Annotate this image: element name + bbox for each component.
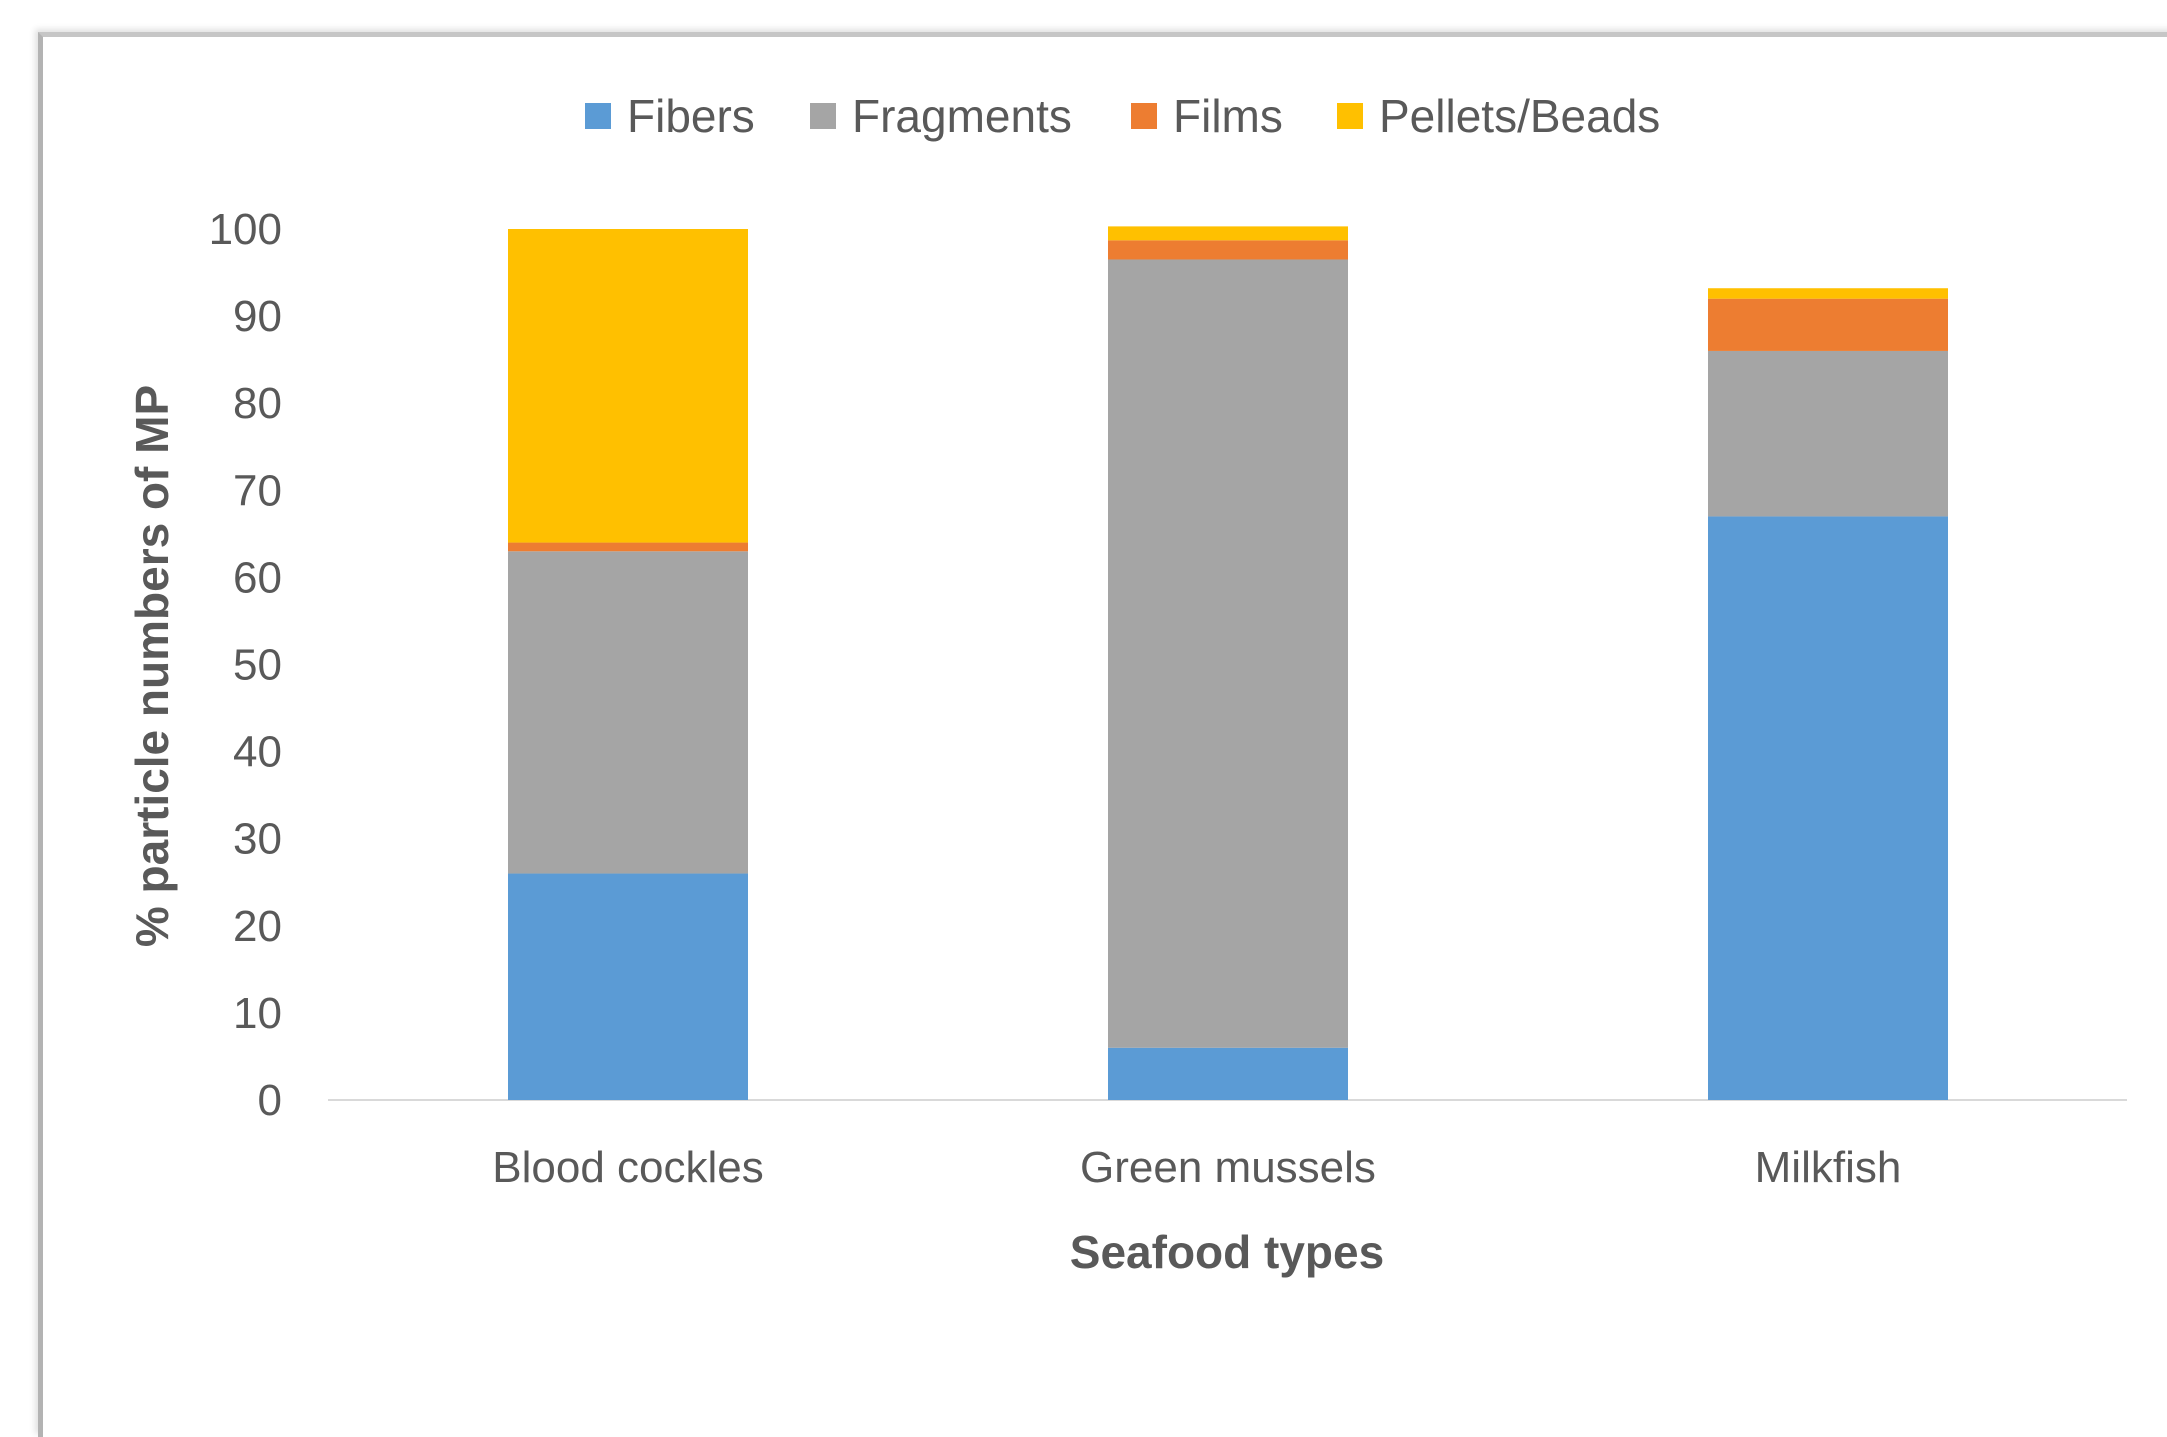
stacked-bar-chart: Fibers Fragments Films Pellets/Beads 0 10 20 3… (126, 90, 2127, 1278)
y-tick-label: 40 (233, 728, 282, 777)
x-axis-title: Seafood types (1070, 1226, 1384, 1278)
legend-swatch-pellets-beads (1337, 103, 1363, 129)
legend: Fibers Fragments Films Pellets/Beads (585, 90, 1660, 142)
bar-milkfish-films (1708, 298, 1948, 351)
bars (508, 226, 1948, 1100)
bar-blood-cockles-pellets-beads (508, 229, 748, 543)
x-tick-label-green-mussels: Green mussels (1080, 1143, 1376, 1192)
x-tick-label-milkfish: Milkfish (1755, 1143, 1902, 1192)
legend-swatch-fragments (810, 103, 836, 129)
legend-swatch-fibers (585, 103, 611, 129)
legend-label-fibers: Fibers (627, 90, 755, 142)
y-tick-label: 50 (233, 641, 282, 690)
x-axis-ticks: Blood cockles Green mussels Milkfish (492, 1143, 1901, 1192)
legend-swatch-films (1131, 103, 1157, 129)
y-tick-label: 20 (233, 902, 282, 951)
bar-milkfish-fibers (1708, 516, 1948, 1100)
bar-green-mussels-fibers (1108, 1047, 1348, 1100)
legend-label-pellets-beads: Pellets/Beads (1379, 90, 1660, 142)
y-axis-ticks: 0 10 20 30 40 50 60 70 80 90 100 (209, 205, 282, 1125)
bar-green-mussels-pellets-beads (1108, 226, 1348, 241)
y-tick-label: 30 (233, 815, 282, 864)
y-tick-label: 70 (233, 466, 282, 515)
y-tick-label: 0 (258, 1076, 282, 1125)
bar-blood-cockles-films (508, 542, 748, 552)
bar-milkfish-fragments (1708, 350, 1948, 517)
y-tick-label: 100 (209, 205, 282, 254)
bar-blood-cockles-fragments (508, 551, 748, 874)
y-tick-label: 60 (233, 553, 282, 602)
y-tick-label: 90 (233, 292, 282, 341)
y-tick-label: 80 (233, 379, 282, 428)
bar-green-mussels-fragments (1108, 259, 1348, 1048)
bar-green-mussels-films (1108, 240, 1348, 260)
x-tick-label-blood-cockles: Blood cockles (492, 1143, 763, 1192)
legend-label-fragments: Fragments (852, 90, 1072, 142)
bar-blood-cockles-fibers (508, 873, 748, 1100)
legend-label-films: Films (1173, 90, 1283, 142)
y-tick-label: 10 (233, 989, 282, 1038)
y-axis-title: % particle numbers of MP (126, 385, 178, 947)
bar-milkfish-pellets-beads (1708, 288, 1948, 299)
